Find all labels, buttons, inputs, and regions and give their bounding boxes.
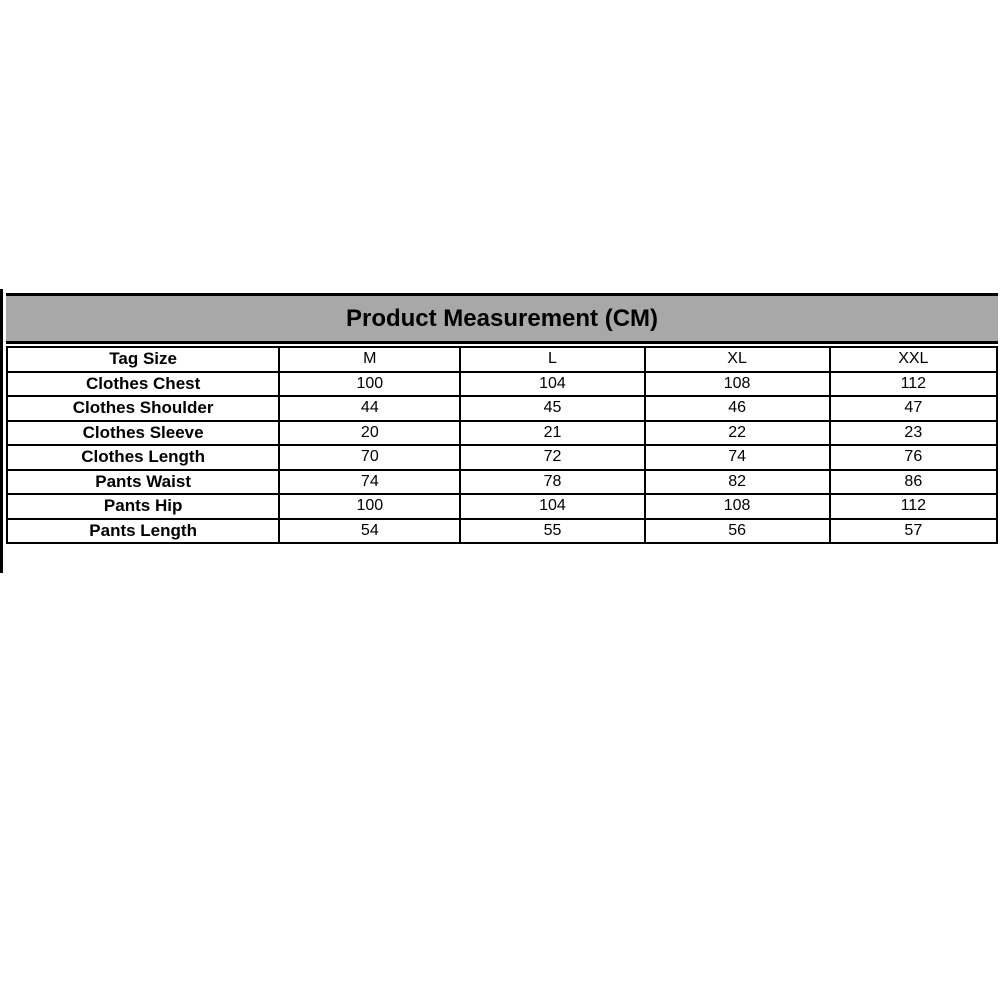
measurement-value: 54 [278,517,462,544]
measurement-value: 45 [459,395,646,422]
header-cell-size-l: L [459,346,646,373]
header-cell-tag-size: Tag Size [5,346,281,373]
measurement-value: 57 [828,517,999,544]
measurement-value: 46 [643,395,831,422]
measurement-value: 70 [278,444,462,471]
measurement-value: 55 [459,517,646,544]
measurement-value: 86 [828,468,999,495]
header-row: Tag Size M L XL XXL [5,346,999,373]
measurement-value: 47 [828,395,999,422]
row-label: Pants Waist [5,468,281,495]
measurement-value: 104 [459,370,646,397]
table-row: Clothes Chest 100 104 108 112 [5,370,999,397]
header-cell-size-m: M [278,346,462,373]
measurement-value: 22 [643,419,831,446]
measurement-value: 100 [278,493,462,520]
measurement-value: 72 [459,444,646,471]
measurement-value: 112 [828,370,999,397]
measurement-value: 78 [459,468,646,495]
header-cell-size-xl: XL [643,346,831,373]
measurement-value: 74 [643,444,831,471]
measurement-value: 112 [828,493,999,520]
table-header: Tag Size M L XL XXL [5,346,999,373]
table-left-border-fragment [0,289,3,573]
table-title: Product Measurement (CM) [6,293,998,344]
measurement-value: 100 [278,370,462,397]
table-body: Clothes Chest 100 104 108 112 Clothes Shoulde… [5,370,999,544]
row-label: Clothes Shoulder [5,395,281,422]
measurement-value: 21 [459,419,646,446]
table-row: Pants Waist 74 78 82 86 [5,468,999,495]
measurement-value: 20 [278,419,462,446]
measurement-value: 44 [278,395,462,422]
table-row: Clothes Length 70 72 74 76 [5,444,999,471]
measurement-value: 76 [828,444,999,471]
row-label: Pants Length [5,517,281,544]
measurement-value: 108 [643,370,831,397]
measurement-value: 23 [828,419,999,446]
row-label: Clothes Chest [5,370,281,397]
table-row: Clothes Shoulder 44 45 46 47 [5,395,999,422]
measurement-table: Tag Size M L XL XXL Clothes Chest 100 104 108 11… [5,346,999,544]
measurement-value: 56 [643,517,831,544]
header-cell-size-xxl: XXL [828,346,999,373]
table-row: Clothes Sleeve 20 21 22 23 [5,419,999,446]
measurement-value: 74 [278,468,462,495]
measurement-value: 104 [459,493,646,520]
size-chart: Product Measurement (CM) Tag Size M L XL XXL… [5,293,999,544]
table-row: Pants Length 54 55 56 57 [5,517,999,544]
row-label: Clothes Length [5,444,281,471]
row-label: Pants Hip [5,493,281,520]
row-label: Clothes Sleeve [5,419,281,446]
table-row: Pants Hip 100 104 108 112 [5,493,999,520]
measurement-value: 108 [643,493,831,520]
measurement-value: 82 [643,468,831,495]
